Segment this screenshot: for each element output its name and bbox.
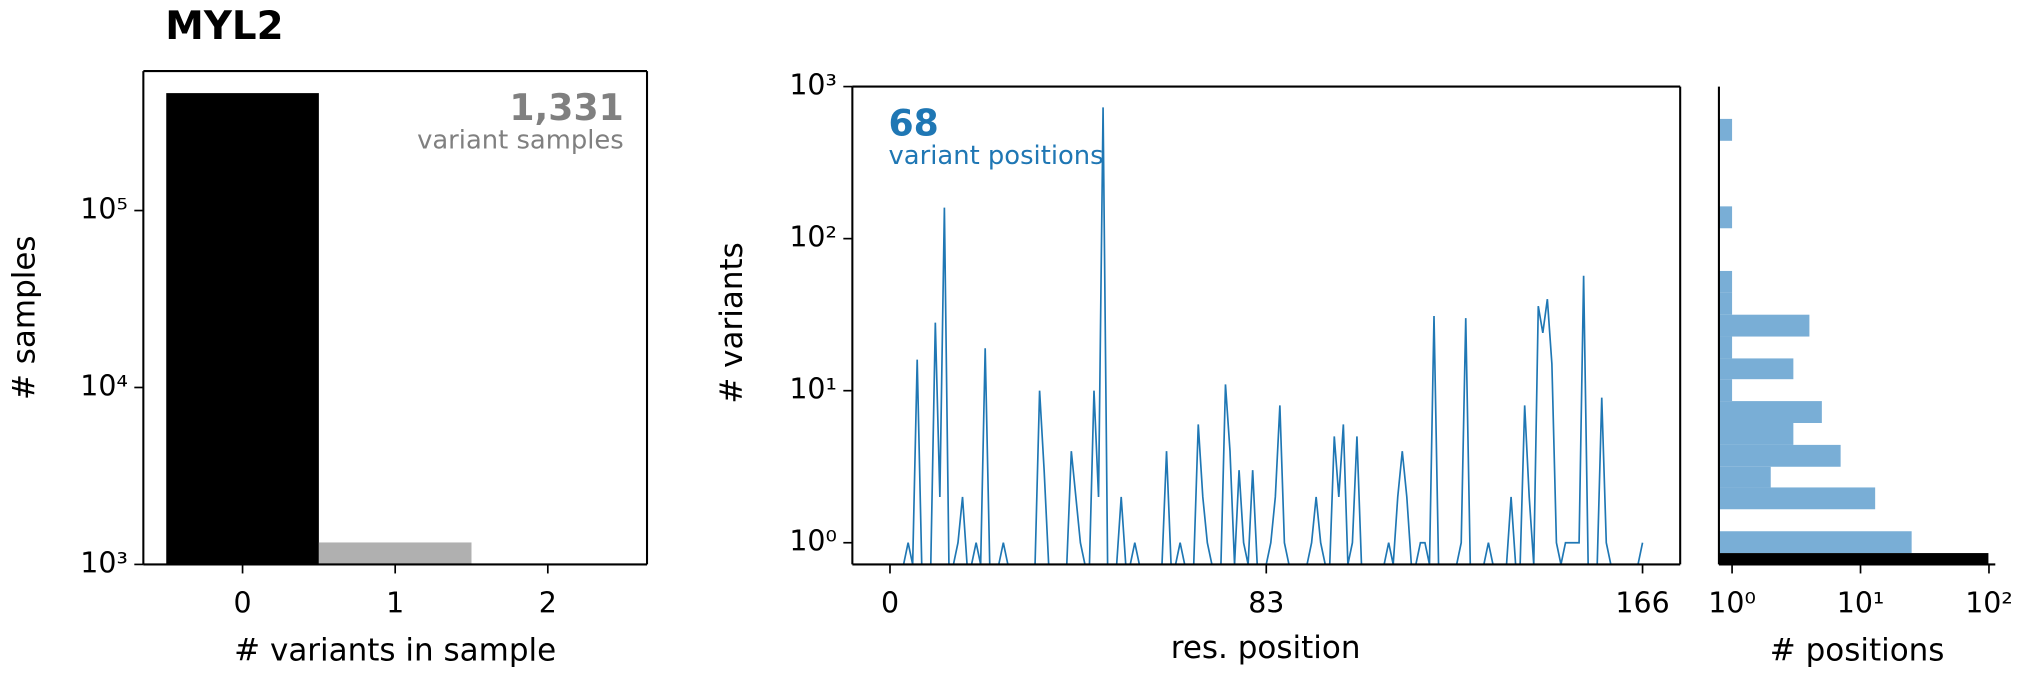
histogram-bar <box>1718 379 1733 402</box>
annotation-value: 68 <box>889 101 939 144</box>
histogram-bar <box>1718 358 1794 380</box>
annotation-value: 1,331 <box>509 86 623 129</box>
histogram-bar <box>1718 336 1733 359</box>
x-tick-label: 0 <box>234 586 252 619</box>
y-tick-label: 10⁵ <box>80 193 128 226</box>
y-tick-label: 10² <box>789 221 837 254</box>
x-axis-label: # positions <box>1770 633 1945 669</box>
y-tick-label: 10⁴ <box>80 369 128 402</box>
x-tick-label: 83 <box>1248 586 1284 619</box>
bar <box>166 93 319 565</box>
y-axis-label: # variants <box>714 242 750 403</box>
chart-title: MYL2 <box>165 4 283 49</box>
y-tick-label: 10³ <box>789 69 837 102</box>
x-axis-label: res. position <box>1171 630 1361 666</box>
x-tick-label: 0 <box>881 586 899 619</box>
histogram-bar <box>1718 118 1733 141</box>
histogram-bar <box>1718 422 1794 445</box>
annotation-text: variant positions <box>889 141 1104 171</box>
x-tick-label: 10¹ <box>1837 586 1885 619</box>
histogram-bar <box>1718 270 1733 293</box>
y-tick-label: 10⁰ <box>789 525 837 558</box>
histogram-bar <box>1718 401 1822 423</box>
y-tick-label: 10³ <box>80 546 128 579</box>
histogram-bar <box>1718 487 1876 510</box>
data-line <box>889 107 1644 566</box>
histogram-bar <box>1718 206 1733 229</box>
y-axis-label: # samples <box>6 235 42 400</box>
x-tick-label: 2 <box>539 586 557 619</box>
x-tick-label: 10² <box>1965 586 2013 619</box>
histogram-bar <box>1718 292 1733 315</box>
zero-bar <box>1718 553 1989 565</box>
annotation-text: variant samples <box>417 125 624 155</box>
y-tick-label: 10¹ <box>789 373 837 406</box>
x-tick-label: 10⁰ <box>1708 586 1756 619</box>
x-tick-label: 1 <box>386 586 404 619</box>
histogram-bar <box>1718 531 1912 554</box>
histogram-bar <box>1718 314 1810 337</box>
x-axis-label: # variants in sample <box>234 633 556 669</box>
x-tick-label: 166 <box>1615 586 1669 619</box>
histogram-bar <box>1718 466 1771 488</box>
histogram-bar <box>1718 444 1841 467</box>
bar <box>318 542 472 565</box>
